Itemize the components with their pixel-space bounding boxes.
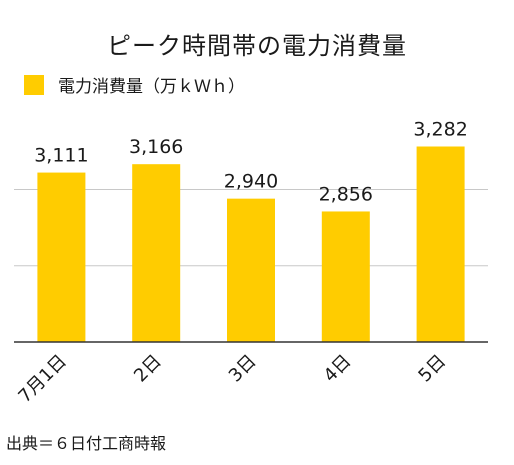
- source-note: 出典＝６日付工商時報: [6, 434, 167, 453]
- value-label-2: 3,166: [129, 136, 183, 158]
- legend-label: 電力消費量（万ｋＷｈ）: [58, 77, 245, 97]
- category-label-5: 5日: [414, 351, 450, 387]
- bar-3: [227, 198, 275, 342]
- value-label-3: 2,940: [224, 171, 278, 193]
- value-label-5: 3,282: [413, 118, 467, 140]
- bar-2: [132, 164, 181, 342]
- category-label-3: 3日: [225, 351, 261, 387]
- bar-4: [321, 211, 370, 342]
- legend-swatch: [24, 74, 44, 95]
- value-label-1: 3,111: [34, 145, 88, 167]
- chart-title: ピーク時間帯の電力消費量: [107, 32, 407, 60]
- bar-5: [416, 146, 465, 342]
- category-label-2: 2日: [130, 351, 166, 387]
- chart-legend: 電力消費量（万ｋＷｈ）: [24, 72, 245, 97]
- bar-1: [37, 172, 86, 342]
- value-label-4: 2,856: [319, 183, 373, 205]
- category-label-1: 7月1日: [14, 351, 71, 408]
- category-label-4: 4日: [320, 351, 356, 387]
